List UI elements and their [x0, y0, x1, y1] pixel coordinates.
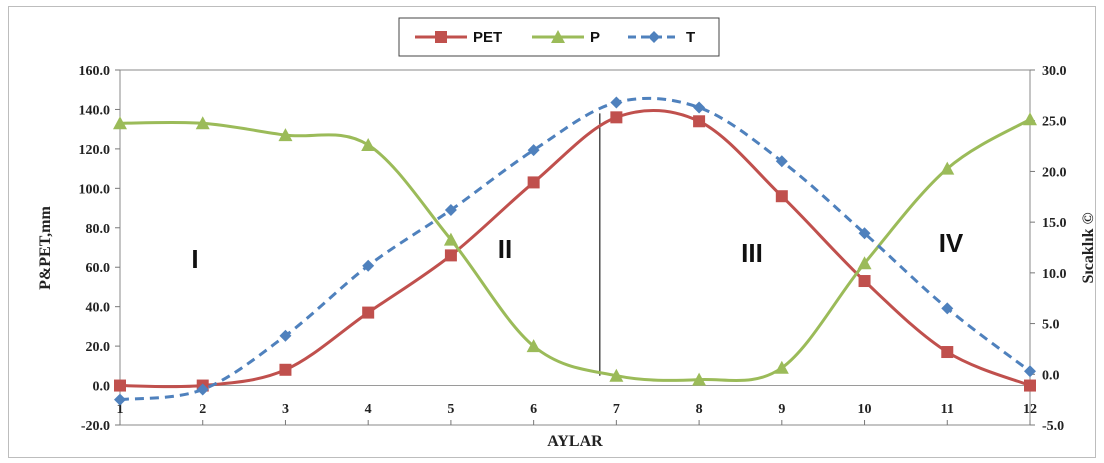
- y-tick-label: 100.0: [79, 182, 111, 197]
- x-tick-label: 2: [199, 402, 206, 417]
- x-tick-label: 3: [282, 402, 289, 417]
- data-point-t: [279, 329, 292, 342]
- data-point-p: [1023, 112, 1037, 126]
- x-tick-label: 7: [613, 402, 620, 417]
- data-point-pet: [858, 275, 871, 288]
- chart-frame: [8, 6, 1096, 458]
- data-point-p: [857, 256, 872, 270]
- data-point-t: [775, 155, 788, 168]
- y-tick-label: 0.0: [93, 380, 111, 395]
- x-tick-label: 6: [530, 402, 537, 417]
- legend-marker-pet: [435, 31, 447, 43]
- data-point-t: [444, 203, 457, 216]
- legend-marker-p: [551, 30, 565, 43]
- data-point-pet: [693, 115, 706, 128]
- data-point-t: [362, 259, 375, 272]
- data-point-p: [361, 137, 376, 151]
- x-tick-label: 1: [117, 402, 124, 417]
- data-point-pet: [527, 176, 540, 189]
- data-point-t: [1024, 365, 1036, 378]
- legend-label-pet: PET: [473, 29, 502, 46]
- y-tick-label: 80.0: [86, 222, 111, 237]
- data-point-p: [609, 368, 624, 382]
- y2-tick-label: 30.0: [1042, 64, 1067, 79]
- series-line-p: [119, 118, 1031, 383]
- y2-tick-label: -5.0: [1042, 419, 1064, 434]
- series-line-pet: [119, 109, 1031, 389]
- data-point-p: [278, 128, 293, 142]
- data-point-pet: [775, 190, 788, 203]
- legend-label-t: T: [686, 29, 695, 46]
- data-point-t: [693, 101, 706, 114]
- x-tick-label: 10: [858, 402, 872, 417]
- data-point-p: [774, 360, 789, 374]
- data-point-pet: [1024, 379, 1036, 392]
- data-point-t: [610, 96, 623, 109]
- data-point-pet: [444, 249, 457, 262]
- y2-tick-label: 20.0: [1042, 165, 1067, 180]
- region-label: II: [498, 234, 512, 264]
- y-tick-label: 60.0: [86, 261, 111, 276]
- data-point-p: [692, 372, 707, 386]
- y-tick-label: 120.0: [79, 143, 111, 158]
- data-point-p: [195, 116, 210, 130]
- y-tick-label: 40.0: [86, 301, 111, 316]
- x-tick-label: 8: [696, 402, 703, 417]
- data-point-t: [114, 393, 126, 406]
- y2-tick-label: 5.0: [1042, 318, 1060, 333]
- data-point-t: [858, 227, 871, 240]
- y2-tick-label: 10.0: [1042, 267, 1067, 282]
- y2-tick-label: 15.0: [1042, 216, 1067, 231]
- x-tick-label: 5: [447, 402, 454, 417]
- data-point-pet: [114, 379, 126, 392]
- y2-tick-label: 0.0: [1042, 368, 1060, 383]
- y-tick-label: -20.0: [81, 419, 110, 434]
- x-tick-label: 11: [941, 402, 954, 417]
- plot-area: [119, 69, 1031, 426]
- region-label: III: [741, 238, 763, 268]
- x-tick-label: 9: [778, 402, 785, 417]
- data-point-pet: [279, 363, 292, 376]
- region-label: IV: [939, 228, 964, 258]
- legend-label-p: P: [590, 29, 600, 46]
- data-point-p: [113, 116, 127, 130]
- legend-marker-t: [648, 31, 660, 43]
- y2-tick-label: 25.0: [1042, 115, 1067, 130]
- x-tick-label: 12: [1023, 402, 1037, 417]
- y-tick-label: 140.0: [79, 103, 111, 118]
- x-tick-label: 4: [365, 402, 372, 417]
- data-point-p: [443, 232, 458, 246]
- data-point-t: [941, 302, 954, 315]
- region-label: I: [191, 244, 198, 274]
- data-point-t: [527, 144, 540, 157]
- data-point-pet: [610, 111, 623, 124]
- data-point-t: [196, 383, 209, 396]
- y-tick-label: 160.0: [79, 64, 111, 79]
- data-point-p: [526, 339, 541, 353]
- x-axis-title: AYLAR: [547, 433, 603, 450]
- data-point-pet: [362, 306, 375, 319]
- data-point-pet: [941, 346, 954, 359]
- data-point-p: [940, 161, 955, 175]
- y-axis-title: P&PET,mm: [37, 205, 54, 289]
- y2-axis-title: Sıcaklık ©: [1080, 212, 1097, 283]
- y-tick-label: 20.0: [86, 340, 111, 355]
